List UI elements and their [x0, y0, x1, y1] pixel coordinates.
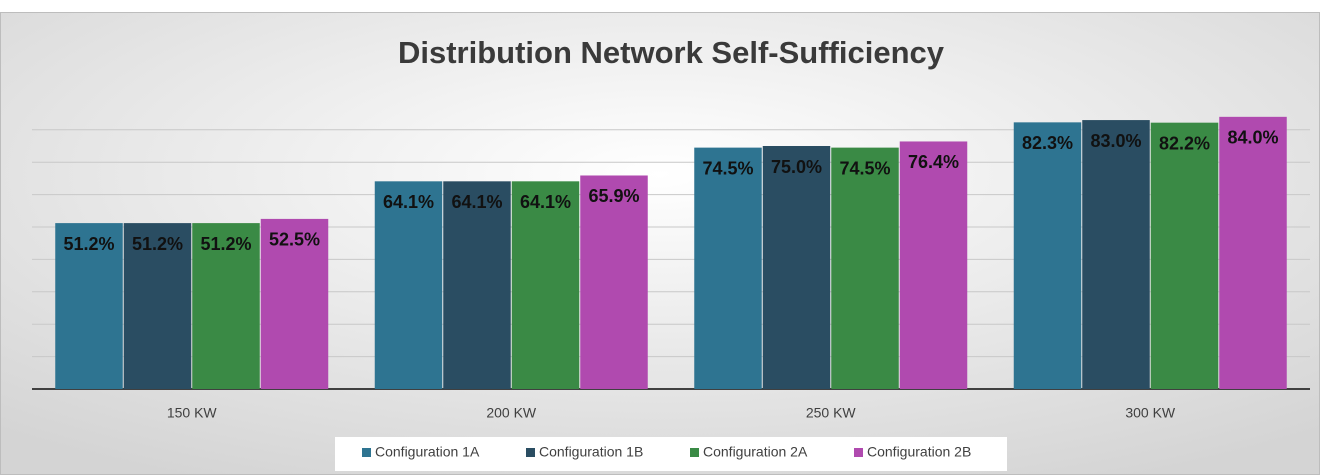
legend-label: Configuration 2A [703, 444, 808, 460]
data-label: 51.2% [132, 234, 183, 254]
bar [55, 223, 123, 389]
bar [511, 181, 580, 389]
data-label: 65.9% [588, 186, 639, 206]
bar [580, 175, 648, 389]
data-label: 84.0% [1227, 128, 1278, 148]
data-label: 83.0% [1090, 131, 1141, 151]
chart-title: Distribution Network Self-Sufficiency [398, 35, 945, 70]
legend-swatch [362, 448, 371, 457]
bar [899, 141, 968, 389]
x-tick-label: 300 KW [1125, 405, 1176, 421]
x-tick-label: 150 KW [167, 405, 218, 421]
data-label: 74.5% [839, 158, 890, 178]
data-label: 52.5% [269, 230, 320, 250]
legend-swatch [526, 448, 535, 457]
bar [1150, 122, 1219, 389]
data-label: 75.0% [771, 157, 822, 177]
x-tick-label: 250 KW [806, 405, 857, 421]
data-label: 51.2% [63, 234, 114, 254]
bar [192, 223, 260, 389]
data-label: 64.1% [383, 192, 434, 212]
bar [123, 223, 192, 389]
legend-label: Configuration 1A [375, 444, 480, 460]
bar [260, 218, 329, 389]
data-label: 64.1% [520, 192, 571, 212]
data-label: 82.3% [1022, 133, 1073, 153]
legend-swatch [854, 448, 863, 457]
bar [1219, 116, 1287, 389]
bar [1013, 122, 1082, 390]
data-label: 82.2% [1159, 133, 1210, 153]
bar [694, 147, 762, 389]
data-label: 64.1% [451, 192, 502, 212]
x-tick-label: 200 KW [486, 405, 537, 421]
data-label: 76.4% [908, 152, 959, 172]
bar [762, 146, 831, 389]
legend-label: Configuration 1B [539, 444, 643, 460]
bar [831, 147, 899, 389]
legend-label: Configuration 2B [867, 444, 971, 460]
bar [443, 181, 511, 389]
legend-box [335, 437, 1007, 471]
bar [1082, 120, 1150, 389]
data-label: 51.2% [200, 234, 251, 254]
bar [374, 181, 443, 389]
legend-swatch [690, 448, 699, 457]
data-label: 74.5% [702, 158, 753, 178]
